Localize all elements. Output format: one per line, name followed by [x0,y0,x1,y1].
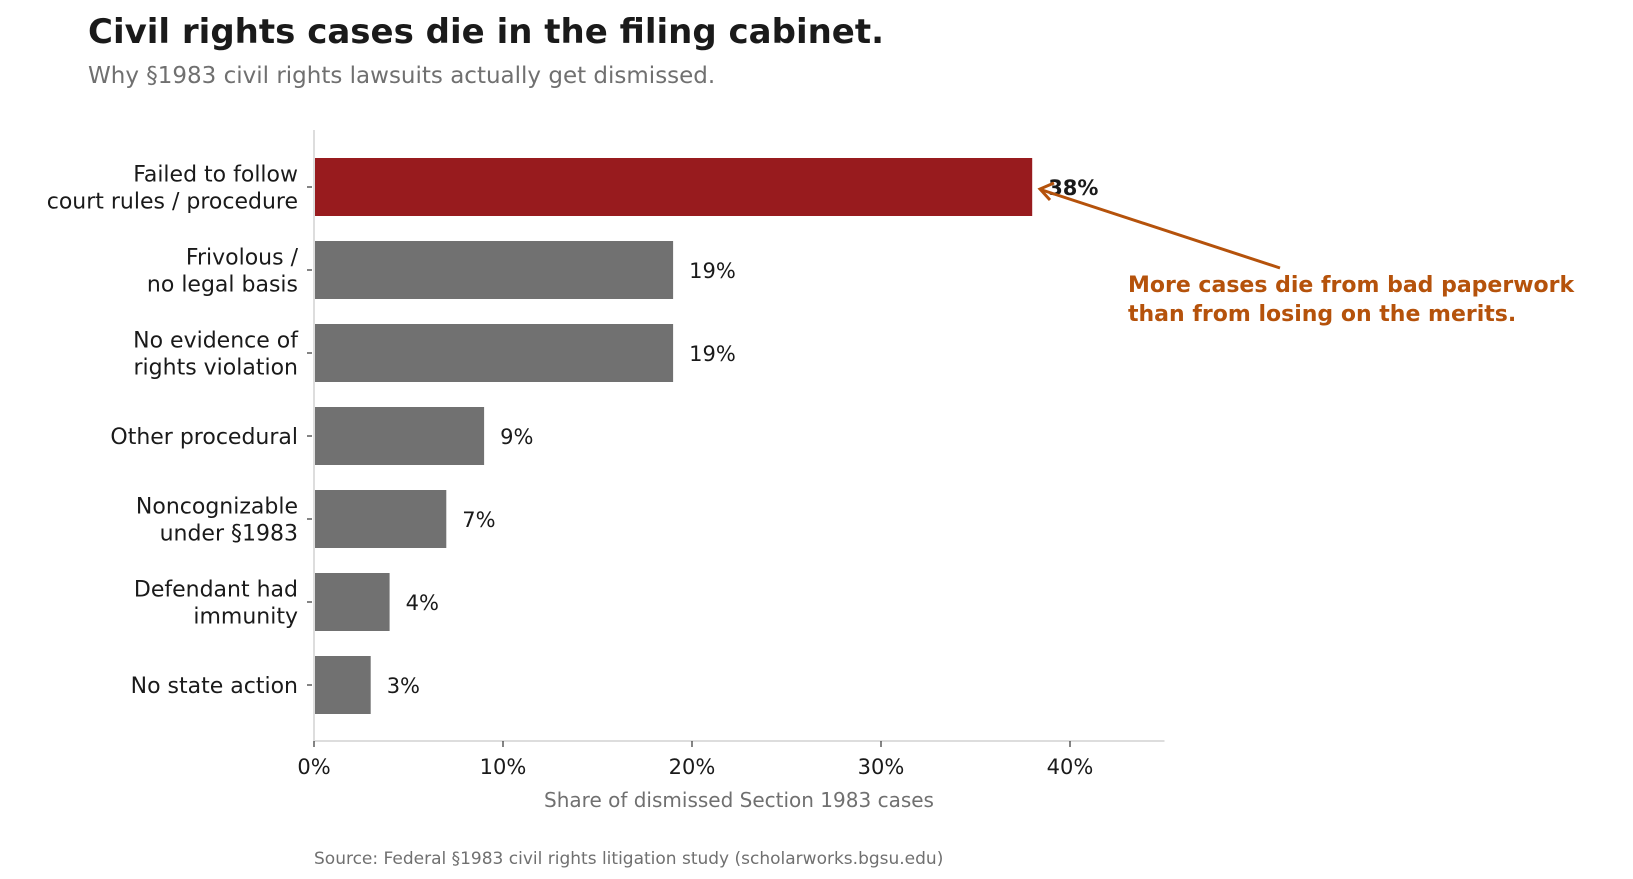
x-tick-label: 20% [669,755,716,779]
bar [315,490,447,548]
y-tick-label-line: under §1983 [160,522,298,547]
data-label: 3% [387,674,420,698]
y-tick-label-line: immunity [193,605,298,630]
y-tick-label: Frivolous / no legal basis [147,246,299,298]
bar [315,241,674,299]
y-tick-label-line: rights violation [134,356,298,381]
plot-area: 0% 10% 20% 30% 40% 38% Failed to follow court r… [47,130,1575,779]
y-tick-label-line: Defendant had [134,578,298,603]
y-tick-label: No evidence of rights violation [133,329,299,381]
x-tick-label: 10% [480,755,527,779]
bar-highlight [315,158,1033,216]
y-tick-label-line: Frivolous / [186,246,299,271]
source-note: Source: Federal §1983 civil rights litig… [314,849,943,869]
data-label: 19% [689,259,736,283]
y-tick-label-line: court rules / procedure [47,190,298,215]
annotation-text: More cases die from bad paperwork [1128,273,1575,298]
data-label: 9% [500,425,533,449]
chart-title: Civil rights cases die in the filing cab… [88,12,884,52]
y-tick-label-line: Noncognizable [136,495,298,520]
y-tick-label-line: no legal basis [147,273,298,298]
y-tick-label: Noncognizable under §1983 [136,495,298,547]
y-tick-label: Defendant had immunity [134,578,298,630]
chart-subtitle: Why §1983 civil rights lawsuits actually… [88,63,715,89]
y-tick-label-line: Other procedural [110,425,298,450]
data-label: 7% [462,508,495,532]
y-tick-label-line: No evidence of [133,329,299,354]
x-axis-label: Share of dismissed Section 1983 cases [544,788,934,812]
y-tick-label: Other procedural [110,425,298,450]
y-tick-label: No state action [131,674,298,699]
bar [315,656,371,714]
y-tick-label-line: Failed to follow [133,163,298,188]
annotation-arrow [1041,188,1281,270]
x-tick-label: 0% [297,755,330,779]
x-tick-label: 40% [1047,755,1094,779]
data-label: 4% [406,591,439,615]
data-label: 38% [1048,176,1098,200]
bar [315,324,674,382]
annotation-text: than from losing on the merits. [1128,302,1516,327]
arrowhead-icon [1037,181,1055,202]
data-label: 19% [689,342,736,366]
y-tick-label-line: No state action [131,674,298,699]
bar [315,407,485,465]
bar [315,573,390,631]
x-tick-label: 30% [858,755,905,779]
y-tick-label: Failed to follow court rules / procedure [47,163,298,215]
